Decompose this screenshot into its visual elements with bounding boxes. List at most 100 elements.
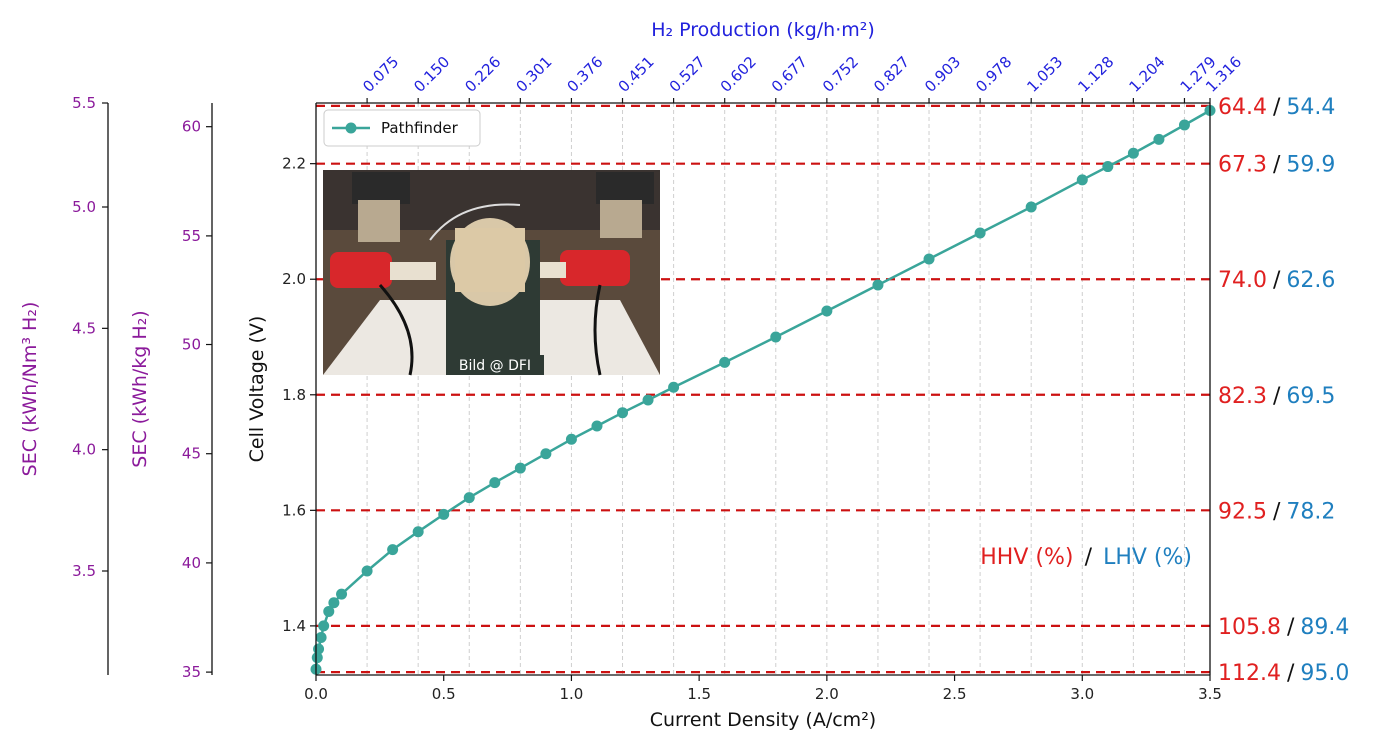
hhv-value: 67.3 xyxy=(1218,153,1267,178)
value-separator: / xyxy=(1287,615,1295,640)
data-point xyxy=(770,331,782,343)
sec-kg-tick-label: 45 xyxy=(182,445,201,463)
x-tick-label: 0.5 xyxy=(432,685,456,703)
top-tick-label: 1.128 xyxy=(1074,53,1117,96)
data-point xyxy=(328,597,340,609)
data-point xyxy=(617,407,629,419)
data-point xyxy=(438,508,450,520)
efficiency-value-label: 105.8/89.4 xyxy=(1218,615,1349,640)
x-tick-label: 3.5 xyxy=(1198,685,1222,703)
lhv-value: 59.9 xyxy=(1286,153,1335,178)
lhv-value: 62.6 xyxy=(1286,268,1335,293)
lhv-value: 89.4 xyxy=(1300,615,1349,640)
inset-caption: Bild @ DFI xyxy=(459,358,531,374)
sec-kg-tick-label: 40 xyxy=(182,554,201,572)
sec-kg-tick-label: 35 xyxy=(182,663,201,681)
data-point xyxy=(668,381,680,393)
efficiency-axis-label: HHV (%) / LHV (%) xyxy=(980,545,1192,570)
sec-nm3-tick-label: 3.5 xyxy=(72,562,96,580)
x-tick-label: 2.0 xyxy=(815,685,839,703)
value-separator: / xyxy=(1287,661,1295,686)
plot-frame xyxy=(315,102,1211,676)
data-point xyxy=(315,631,327,643)
sec-nm3-axis-ticks: 3.5 4.0 4.5 5.0 5.5 xyxy=(72,94,108,580)
top-tick-label: 0.451 xyxy=(615,53,658,96)
top-tick-label: 1.204 xyxy=(1125,53,1168,96)
data-point xyxy=(514,462,526,474)
top-axis-label: H₂ Production (kg/h·m²) xyxy=(651,19,875,41)
top-tick-label: 0.376 xyxy=(564,53,607,96)
y-tick-label: 2.0 xyxy=(282,270,306,288)
data-point xyxy=(923,253,935,265)
efficiency-value-label: 112.4/95.0 xyxy=(1218,661,1349,686)
hhv-value: 92.5 xyxy=(1218,499,1267,524)
y-axis-ticks: 1.4 1.6 1.8 2.0 2.2 xyxy=(282,155,316,635)
data-point xyxy=(974,227,986,239)
sec-nm3-tick-label: 4.5 xyxy=(72,319,96,337)
data-point xyxy=(336,588,348,600)
y-tick-label: 1.6 xyxy=(282,501,306,519)
data-point xyxy=(1178,119,1190,131)
legend: Pathfinder xyxy=(323,109,481,147)
inset-photo: Bild @ DFI xyxy=(323,170,660,376)
top-tick-label: 0.827 xyxy=(870,53,913,96)
top-axis-ticks: 0.075 0.150 0.226 0.301 0.376 0.451 0.527 0.602… xyxy=(359,53,1245,103)
top-tick-label: 0.978 xyxy=(972,53,1015,96)
top-tick-label: 0.903 xyxy=(921,53,964,96)
lhv-label: LHV (%) xyxy=(1103,545,1192,570)
data-point xyxy=(1076,174,1088,186)
data-point xyxy=(412,526,424,538)
top-tick-label: 1.053 xyxy=(1023,53,1066,96)
sec-nm3-axis-label: SEC (kWh/Nm³ H₂) xyxy=(19,302,41,477)
data-point xyxy=(642,394,654,406)
top-tick-label: 0.226 xyxy=(461,53,504,96)
x-tick-label: 1.5 xyxy=(687,685,711,703)
efficiency-value-label: 82.3/69.5 xyxy=(1218,384,1335,409)
data-point xyxy=(1025,201,1037,213)
lhv-value: 95.0 xyxy=(1300,661,1349,686)
value-separator: / xyxy=(1273,153,1281,178)
x-tick-label: 2.5 xyxy=(943,685,967,703)
sec-nm3-tick-label: 5.5 xyxy=(72,94,96,112)
y-tick-label: 1.4 xyxy=(282,617,306,635)
value-separator: / xyxy=(1273,95,1281,120)
legend-label: Pathfinder xyxy=(381,119,459,137)
sec-kg-axis-ticks: 35 40 45 50 55 60 xyxy=(182,118,212,681)
hhv-lhv-separator: / xyxy=(1085,545,1093,570)
data-point xyxy=(565,433,577,445)
data-point xyxy=(311,652,323,664)
hhv-value: 74.0 xyxy=(1218,268,1267,293)
x-tick-label: 0.0 xyxy=(304,685,328,703)
top-tick-label: 0.677 xyxy=(768,53,811,96)
data-point xyxy=(313,643,325,655)
data-point xyxy=(821,305,833,317)
lhv-value: 54.4 xyxy=(1286,95,1335,120)
sec-kg-tick-label: 55 xyxy=(182,227,201,245)
efficiency-value-label: 74.0/62.6 xyxy=(1218,268,1335,293)
data-point xyxy=(540,448,552,460)
grid xyxy=(366,103,1185,675)
legend-marker xyxy=(345,122,357,134)
data-point xyxy=(489,477,501,489)
data-point xyxy=(591,420,603,432)
sec-nm3-tick-label: 4.0 xyxy=(72,441,96,459)
x-tick-label: 1.0 xyxy=(559,685,583,703)
efficiency-value-label: 92.5/78.2 xyxy=(1218,499,1335,524)
data-point xyxy=(1127,147,1139,159)
data-point xyxy=(463,492,475,504)
x-axis-ticks: 0.0 0.5 1.0 1.5 2.0 2.5 3.0 3.5 xyxy=(304,675,1222,703)
sec-kg-tick-label: 60 xyxy=(182,118,201,136)
top-tick-label: 0.602 xyxy=(717,53,760,96)
efficiency-labels: 112.4/95.0 105.8/89.4 92.5/78.2 82.3/69.5 74… xyxy=(1218,95,1349,686)
top-tick-label: 0.527 xyxy=(666,53,709,96)
data-point xyxy=(323,605,335,617)
y-tick-label: 2.2 xyxy=(282,155,306,173)
value-separator: / xyxy=(1273,384,1281,409)
top-tick-label: 0.301 xyxy=(512,53,555,96)
hhv-value: 82.3 xyxy=(1218,384,1267,409)
x-tick-label: 3.0 xyxy=(1070,685,1094,703)
data-point xyxy=(1102,161,1114,173)
hhv-value: 64.4 xyxy=(1218,95,1267,120)
top-tick-label: 0.752 xyxy=(819,53,862,96)
